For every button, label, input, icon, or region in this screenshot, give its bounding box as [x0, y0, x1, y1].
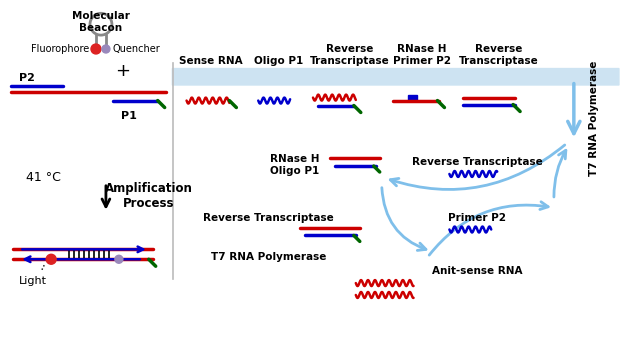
- Text: Anit-sense RNA: Anit-sense RNA: [432, 266, 522, 276]
- Text: T7 RNA Polymerase: T7 RNA Polymerase: [589, 61, 598, 176]
- Circle shape: [115, 255, 123, 263]
- Circle shape: [102, 45, 110, 53]
- Text: Reverse Transcriptase: Reverse Transcriptase: [203, 212, 333, 223]
- Text: Molecular
Beacon: Molecular Beacon: [72, 11, 130, 33]
- Text: P1: P1: [121, 112, 137, 121]
- FancyArrowPatch shape: [382, 188, 426, 251]
- FancyArrowPatch shape: [554, 150, 566, 197]
- FancyArrowPatch shape: [391, 145, 564, 189]
- Text: Oligo P1: Oligo P1: [253, 56, 303, 66]
- FancyArrowPatch shape: [429, 202, 548, 255]
- Text: RNase H
Oligo P1: RNase H Oligo P1: [270, 154, 320, 176]
- Text: Reverse Transcriptase: Reverse Transcriptase: [412, 157, 542, 167]
- Text: Quencher: Quencher: [113, 44, 161, 54]
- Text: P2: P2: [20, 73, 35, 83]
- Text: Reverse
Transcriptase: Reverse Transcriptase: [459, 44, 539, 66]
- Text: Sense RNA: Sense RNA: [179, 56, 243, 66]
- Text: Light: Light: [20, 276, 47, 286]
- Text: Amplification
Process: Amplification Process: [105, 182, 193, 210]
- Circle shape: [91, 44, 101, 54]
- Text: Reverse
Transcriptase: Reverse Transcriptase: [310, 44, 390, 66]
- Text: Fluorophore: Fluorophore: [31, 44, 89, 54]
- Circle shape: [46, 254, 56, 264]
- Text: Primer P2: Primer P2: [449, 212, 507, 223]
- Bar: [408, 95, 416, 100]
- FancyBboxPatch shape: [171, 68, 620, 86]
- Text: T7 RNA Polymerase: T7 RNA Polymerase: [210, 252, 326, 262]
- Text: 41 °C: 41 °C: [26, 171, 60, 184]
- Text: RNase H
Primer P2: RNase H Primer P2: [392, 44, 450, 66]
- Text: +: +: [115, 62, 130, 80]
